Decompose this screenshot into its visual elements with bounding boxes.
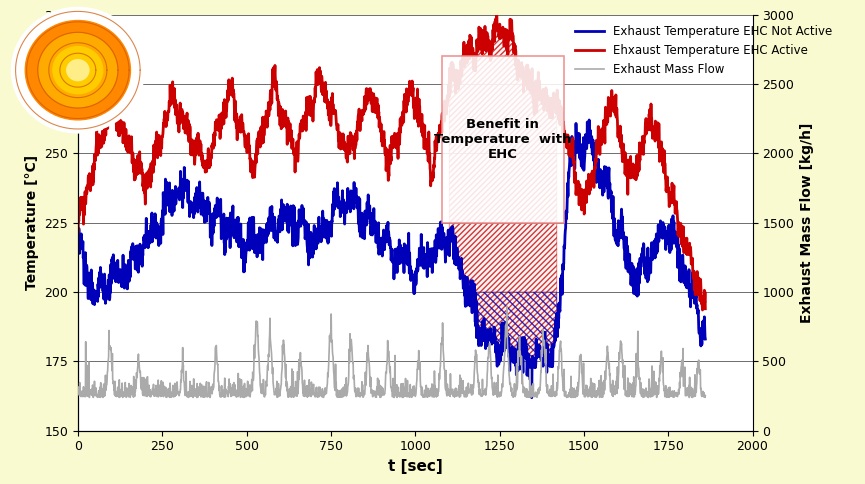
- Text: Benefit in
Temperature  with
EHC: Benefit in Temperature with EHC: [434, 118, 572, 161]
- Bar: [442, 56, 564, 223]
- Circle shape: [53, 46, 103, 94]
- X-axis label: t [sec]: t [sec]: [388, 459, 443, 474]
- Y-axis label: Exhaust Mass Flow [kg/h]: Exhaust Mass Flow [kg/h]: [800, 122, 814, 323]
- Y-axis label: Temperature [°C]: Temperature [°C]: [25, 155, 39, 290]
- Circle shape: [39, 33, 117, 107]
- Circle shape: [25, 20, 131, 120]
- Legend: Exhaust Temperature EHC Not Active, Ehxaust Temperature EHC Active, Exhaust Mass: Exhaust Temperature EHC Not Active, Ehxa…: [570, 20, 837, 81]
- Circle shape: [11, 7, 144, 133]
- Circle shape: [67, 60, 89, 81]
